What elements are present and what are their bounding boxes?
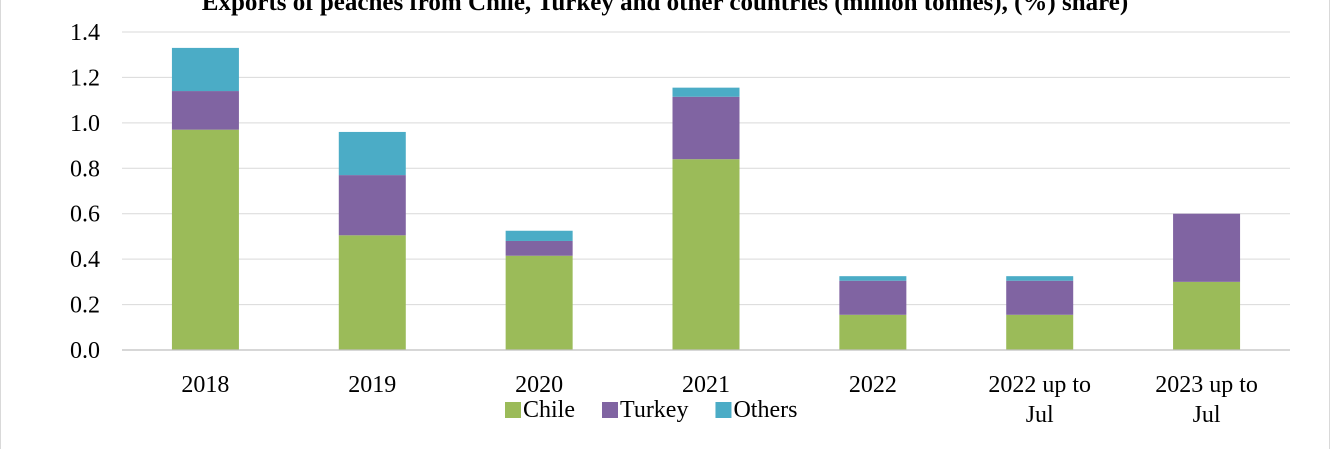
bar-segment-others [1006,276,1074,281]
x-tick-label-line: 2019 [348,372,396,398]
y-tick-label: 0.2 [70,293,100,319]
legend: Chile Turkey Others [505,397,797,423]
x-tick-label: 2018 [181,372,229,398]
y-tick-label: 1.2 [70,65,100,91]
bar-segment-chile [338,235,406,350]
x-tick-label: 2021 [682,372,730,398]
x-tick-label: 2022 up to Jul [988,372,1091,428]
bar-segment-chile [839,314,907,350]
bar-segment-chile [672,159,740,350]
legend-label-turkey: Turkey [620,397,688,423]
bar-segment-chile [1173,281,1241,350]
x-tick-label-line: 2022 [849,372,897,398]
y-tick-label: 0.6 [70,202,100,228]
legend-swatch-turkey [602,402,618,418]
y-axis-tick-labels: 0.0 0.2 0.4 0.6 0.8 1.0 1.2 1.4 [70,20,100,364]
x-tick-label: 2019 [348,372,396,398]
bar-segment-turkey [171,91,239,130]
bar-segment-chile [505,255,573,350]
bar-segment-others [672,87,740,97]
y-tick-label: 1.0 [70,111,100,137]
bar-segment-others [171,47,239,92]
chart-title: Exports of peaches from Chile, Turkey an… [202,0,1128,16]
bar-segment-turkey [338,175,406,236]
x-tick-label: 2022 [849,372,897,398]
legend-label-chile: Chile [523,397,575,423]
bar-segment-others [338,131,406,176]
bar-segment-turkey [1173,213,1241,282]
x-tick-label: 2023 up to Jul [1155,372,1258,428]
bar-segment-turkey [839,280,907,315]
bar-segment-others [505,230,573,241]
legend-label-others: Others [733,397,797,423]
x-tick-label-line: Jul [1026,402,1054,428]
y-tick-label: 0.4 [70,247,100,273]
legend-swatch-chile [505,402,521,418]
bar-segment-turkey [1006,280,1074,315]
y-tick-label: 1.4 [70,20,100,46]
x-tick-label-line: 2022 up to [988,372,1091,398]
x-tick-label-line: 2023 up to [1155,372,1258,398]
y-tick-label: 0.0 [70,338,100,364]
legend-swatch-others [715,402,732,418]
y-tick-label: 0.8 [70,156,100,182]
bars [171,47,1241,350]
bar-segment-turkey [672,96,740,160]
x-tick-label: 2020 [515,372,563,398]
x-tick-label-line: 2018 [181,372,229,398]
bar-segment-turkey [505,240,573,256]
bar-segment-chile [1006,314,1074,350]
x-tick-label-line: 2020 [515,372,563,398]
x-tick-label-line: Jul [1193,402,1221,428]
x-tick-label-line: 2021 [682,372,730,398]
bar-segment-chile [171,129,239,350]
bar-segment-others [839,276,907,281]
